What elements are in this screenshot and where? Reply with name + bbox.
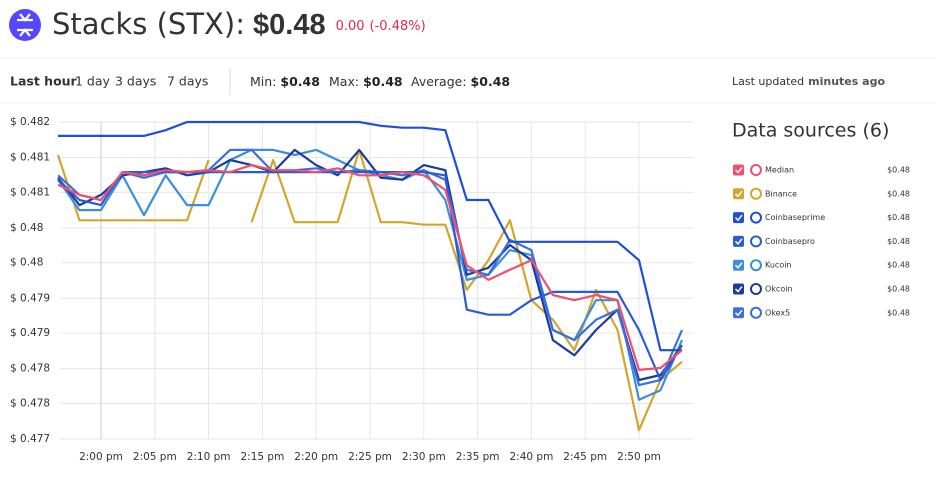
y-tick-label: $ 0.48 [10, 257, 43, 269]
stat: Min: $0.48 [250, 74, 320, 89]
legend-icon [750, 306, 762, 319]
legend-label: Coinbasepro [765, 237, 815, 246]
legend-label: Okcoin [765, 285, 793, 294]
legend-title: Data sources (6) [732, 120, 889, 142]
legend-price: $0.48 [887, 213, 910, 222]
legend-check [734, 238, 743, 246]
legend-checkbox [733, 188, 744, 200]
y-tick-label: $ 0.479 [10, 327, 50, 339]
range-option[interactable]: 3 days [115, 74, 156, 89]
y-tick-label: $ 0.48 [10, 222, 43, 234]
price: $0.48 [253, 9, 326, 41]
stat: Average: $0.48 [411, 74, 510, 89]
series-line [57, 148, 683, 382]
legend-label: Kucoin [765, 261, 792, 270]
y-tick-label: $ 0.481 [10, 186, 50, 198]
legend-check [734, 167, 743, 174]
legend-check [734, 214, 743, 222]
legend-checkbox [733, 259, 744, 271]
y-tick-label: $ 0.482 [10, 116, 50, 128]
updated-value: minutes ago [808, 75, 885, 88]
x-tick-label: 2:20 pm [294, 451, 338, 463]
x-tick-label: 2:05 pm [133, 451, 177, 463]
legend-checkbox [733, 212, 744, 224]
stat-value: $0.48 [280, 74, 320, 89]
updated: Last updated minutes ago [732, 75, 885, 88]
legend-check [734, 309, 743, 317]
title-text: Stacks (STX): [52, 7, 245, 41]
x-tick-label: 2:10 pm [187, 451, 231, 463]
legend-label: Binance [765, 189, 797, 198]
stat-value: $0.48 [471, 74, 511, 89]
x-tick-label: 2:35 pm [456, 451, 500, 463]
x-tick-label: 2:45 pm [563, 451, 607, 463]
legend-check [734, 190, 743, 198]
legend-checkbox [733, 307, 744, 319]
legend-item[interactable]: Kucoin $0.48 [733, 259, 910, 272]
legend-icon [750, 211, 762, 224]
legend-icon [750, 187, 762, 200]
range-option[interactable]: 1 day [75, 74, 111, 89]
change: 0.00 [336, 19, 365, 34]
x-tick-label: 2:25 pm [348, 451, 392, 463]
legend-price: $0.48 [887, 308, 910, 317]
x-tick-label: 2:30 pm [402, 451, 446, 463]
legend-icon [750, 235, 762, 248]
legend-checkbox [733, 235, 744, 247]
updated-label: Last updated [732, 75, 804, 88]
logo [9, 9, 41, 41]
series-line [58, 120, 682, 352]
y-tick-label: $ 0.477 [10, 433, 50, 445]
y-tick-label: $ 0.478 [10, 397, 50, 409]
legend-label: Median [765, 166, 794, 175]
range-option[interactable]: Last hour [10, 74, 78, 89]
stat-value: $0.48 [363, 74, 403, 89]
range-option[interactable]: 7 days [167, 74, 208, 89]
y-tick-label: $ 0.479 [10, 292, 50, 304]
stat: Max: $0.48 [329, 74, 403, 89]
title: Stacks (STX): $0.48 0.00 (-0.48%) [52, 7, 426, 41]
legend-price: $0.48 [887, 189, 910, 198]
legend-item[interactable]: Coinbaseprime $0.48 [733, 211, 910, 224]
legend-price: $0.48 [887, 261, 910, 270]
change-percent: (-0.48%) [370, 19, 426, 34]
stat-label: Average: [411, 74, 467, 89]
legend-price: $0.48 [887, 237, 910, 246]
legend-checkbox [733, 164, 744, 176]
legend-item[interactable]: Okcoin $0.48 [733, 283, 910, 295]
x-tick-label: 2:40 pm [509, 451, 553, 463]
legend-item[interactable]: Okex5 $0.48 [733, 306, 910, 319]
logo-glyph [17, 13, 33, 37]
x-tick-label: 2:50 pm [617, 451, 661, 463]
legend-label: Coinbaseprime [765, 213, 825, 222]
stat-label: Min: [250, 74, 276, 89]
legend-icon [750, 283, 762, 295]
legend-icon [750, 164, 762, 176]
legend-check [734, 286, 743, 293]
legend-price: $0.48 [887, 285, 910, 294]
legend-label: Okex5 [765, 308, 790, 317]
grid: $ 0.482 $ 0.481 $ 0.481 $ 0.48 $ 0.48 $ 0.479… [10, 116, 693, 463]
x-tick-label: 2:15 pm [240, 451, 284, 463]
lines [56, 120, 684, 432]
legend-item[interactable]: Median $0.48 [733, 164, 910, 176]
series-line [57, 164, 683, 371]
y-tick-label: $ 0.478 [10, 363, 50, 375]
legend-checkbox [733, 283, 744, 295]
y-tick-label: $ 0.481 [10, 152, 50, 164]
legend: Median $0.48 Binance $0.48 Coinbaseprime $0.4… [733, 164, 910, 319]
stat-label: Max: [329, 74, 359, 89]
legend-icon [750, 259, 762, 272]
legend-price: $0.48 [887, 166, 910, 175]
legend-item[interactable]: Coinbasepro $0.48 [733, 235, 910, 248]
x-tick-label: 2:00 pm [79, 451, 123, 463]
legend-item[interactable]: Binance $0.48 [733, 187, 910, 200]
legend-check [734, 262, 743, 269]
